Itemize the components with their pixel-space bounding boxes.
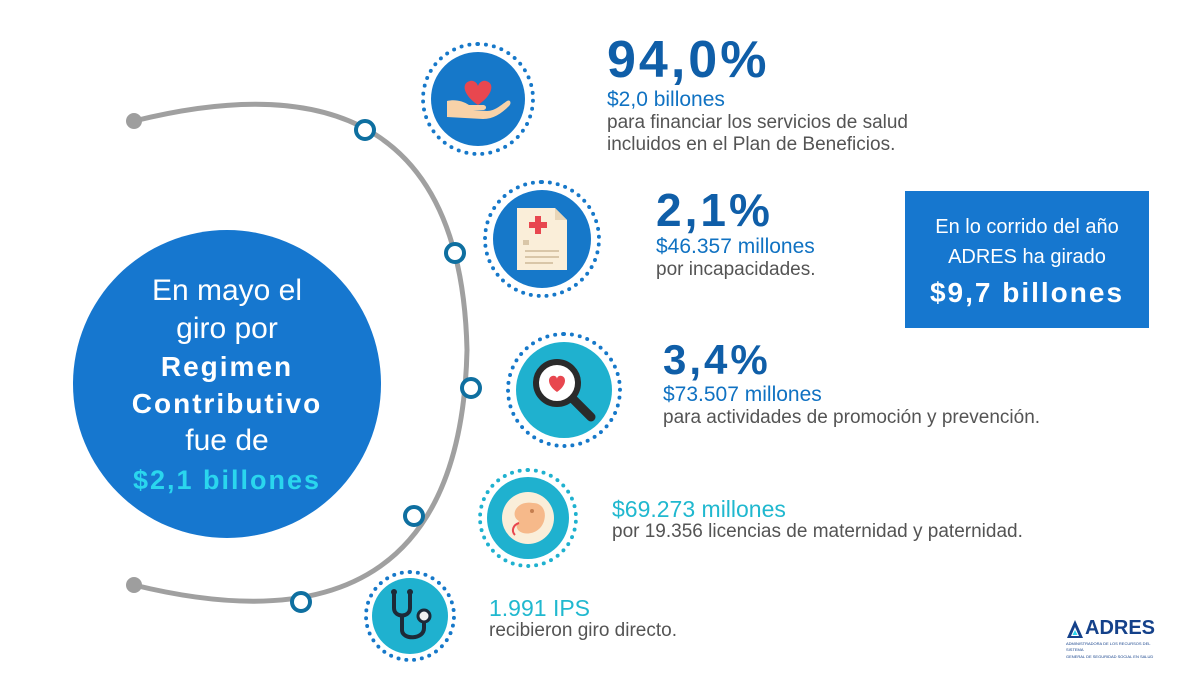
arc-node — [290, 591, 312, 613]
stat-amount: $46.357 millones — [656, 235, 815, 258]
item-4-icon-badge — [478, 468, 578, 568]
fetus-icon — [487, 477, 569, 559]
stat-percent: 94,0% — [607, 31, 770, 89]
stat-item-4: $69.273 millones por 19.356 licencias de… — [612, 497, 1023, 543]
dotted-ring — [364, 570, 456, 662]
stat-item-3: 3,4% $73.507 millones para actividades d… — [663, 337, 1040, 429]
logo-brand: ADRES — [1066, 617, 1162, 640]
logo-wordmark: ADRES — [1085, 617, 1156, 639]
logo-tagline-2: GENERAL DE SEGURIDAD SOCIAL EN SALUD — [1066, 654, 1154, 659]
arc-node — [354, 119, 376, 141]
magnifier-heart-icon — [516, 342, 612, 438]
stat-item-1: 94,0% $2,0 billones para financiar los s… — [607, 32, 908, 156]
main-summary-circle: En mayo el giro por Regimen Contributivo… — [73, 230, 381, 538]
stat-amount: 1.991 IPS — [489, 595, 591, 621]
stat-item-5: 1.991 IPS recibieron giro directo. — [489, 596, 677, 642]
stat-percent: 3,4% — [663, 336, 771, 383]
ytd-summary-box: En lo corrido del año ADRES ha girado $9… — [905, 191, 1149, 328]
stat-amount: $73.507 millones — [663, 383, 822, 406]
logo-tagline-1: ADMINISTRADORA DE LOS RECURSOS DEL SISTE… — [1066, 641, 1151, 652]
arc-node — [460, 377, 482, 399]
item-1-icon-badge — [421, 42, 535, 156]
dotted-ring — [478, 468, 578, 568]
stat-description: por 19.356 licencias de maternidad y pat… — [612, 521, 1023, 542]
arc-node — [444, 242, 466, 264]
ytd-value: $9,7 billones — [929, 277, 1125, 308]
item-3-icon-badge — [506, 332, 622, 448]
stat-description: incluidos en el Plan de Beneficios. — [607, 134, 896, 155]
stat-description: para financiar los servicios de salud — [607, 112, 908, 133]
adres-logo: ADRES ADMINISTRADORA DE LOS RECURSOS DEL… — [1066, 617, 1162, 660]
heart-in-hand-icon — [431, 52, 525, 146]
arc-end-dot-top — [126, 113, 142, 129]
stat-description: para actividades de promoción y prevenci… — [663, 407, 1041, 428]
ytd-line-2: ADRES ha girado — [948, 246, 1106, 268]
summary-amount: $2,1 billones — [132, 465, 322, 495]
dotted-ring — [483, 180, 601, 298]
summary-line-4: Contributivo — [131, 388, 323, 419]
stat-amount: $2,0 billones — [607, 88, 725, 111]
stat-amount: $69.273 millones — [612, 496, 786, 522]
ytd-line-1: En lo corrido del año — [935, 216, 1119, 238]
item-2-icon-badge — [483, 180, 601, 298]
summary-line-5: fue de — [185, 424, 269, 457]
dotted-ring — [421, 42, 535, 156]
item-5-icon-badge — [364, 570, 456, 662]
stat-description: recibieron giro directo. — [489, 620, 677, 641]
summary-line-2: giro por — [176, 312, 278, 345]
stethoscope-icon — [372, 578, 448, 654]
logo-triangle-icon — [1067, 619, 1083, 638]
summary-line-1: En mayo el — [151, 274, 303, 307]
stat-item-2: 2,1% $46.357 millones por incapacidades. — [656, 185, 816, 281]
summary-line-3: Regimen — [160, 351, 294, 382]
arc-end-dot-bottom — [126, 577, 142, 593]
arc-node — [403, 505, 425, 527]
dotted-ring — [506, 332, 622, 448]
medical-document-icon — [493, 190, 591, 288]
stat-description: por incapacidades. — [656, 259, 816, 280]
stat-percent: 2,1% — [656, 184, 773, 236]
